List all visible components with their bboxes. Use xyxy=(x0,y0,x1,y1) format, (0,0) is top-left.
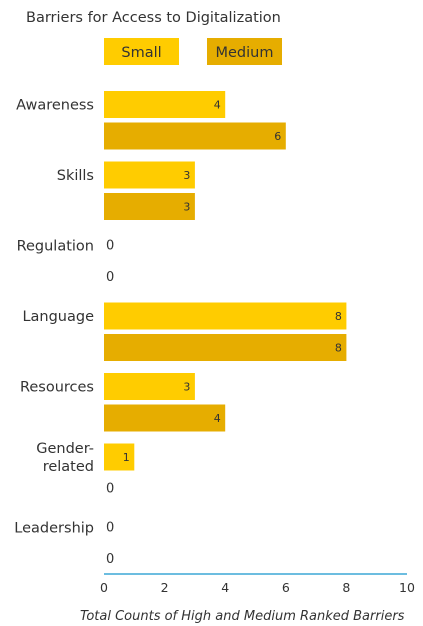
data-label: 0 xyxy=(106,521,114,536)
bar-small xyxy=(104,91,226,118)
legend: Small Medium xyxy=(104,38,282,65)
category-label: Language xyxy=(22,309,94,325)
legend-swatch-small xyxy=(104,38,179,65)
category-label: Resources xyxy=(20,380,94,396)
category-label: Regulation xyxy=(17,239,94,255)
bar-medium xyxy=(104,122,286,150)
legend-label-small: Small xyxy=(121,45,161,61)
legend-label-medium: Medium xyxy=(216,45,274,61)
data-label: 3 xyxy=(183,381,190,394)
data-label: 6 xyxy=(274,130,281,143)
category-label: Gender-related xyxy=(36,441,94,475)
bar-small xyxy=(104,302,347,330)
bars: 4 6 3 3 0 0 8 8 3 4 1 0 0 0 xyxy=(104,91,347,567)
x-axis-label: Total Counts of High and Medium Ranked B… xyxy=(80,609,405,624)
data-label: 1 xyxy=(123,451,130,464)
x-tick-label: 6 xyxy=(282,580,290,595)
legend-swatch-medium xyxy=(207,38,282,65)
data-label: 3 xyxy=(183,169,190,182)
x-axis: 0 2 4 6 8 10 xyxy=(100,573,415,595)
x-tick-label: 10 xyxy=(399,580,415,595)
category-label: Leadership xyxy=(14,521,94,537)
bar-medium xyxy=(104,193,195,220)
data-label: 0 xyxy=(106,239,114,254)
category-label: Skills xyxy=(57,168,94,184)
bar-small xyxy=(104,373,195,400)
data-label: 8 xyxy=(335,310,342,323)
data-label: 0 xyxy=(106,270,114,285)
x-tick-label: 4 xyxy=(221,580,229,595)
bar-small xyxy=(104,161,195,189)
chart-title: Barriers for Access to Digitalization xyxy=(26,10,281,26)
data-label: 0 xyxy=(106,552,114,567)
data-label: 4 xyxy=(214,412,221,425)
x-tick-label: 2 xyxy=(161,580,169,595)
bar-medium xyxy=(104,404,226,432)
category-label: Awareness xyxy=(16,98,94,114)
data-label: 8 xyxy=(335,342,342,355)
data-label: 4 xyxy=(214,99,221,112)
x-tick-label: 8 xyxy=(342,580,350,595)
bar-medium xyxy=(104,334,347,361)
bar-small xyxy=(104,443,135,471)
category-labels: Awareness Skills Regulation Language Resourc… xyxy=(14,98,94,537)
data-label: 3 xyxy=(183,201,190,214)
x-tick-label: 0 xyxy=(100,580,108,595)
data-label: 0 xyxy=(106,482,114,497)
